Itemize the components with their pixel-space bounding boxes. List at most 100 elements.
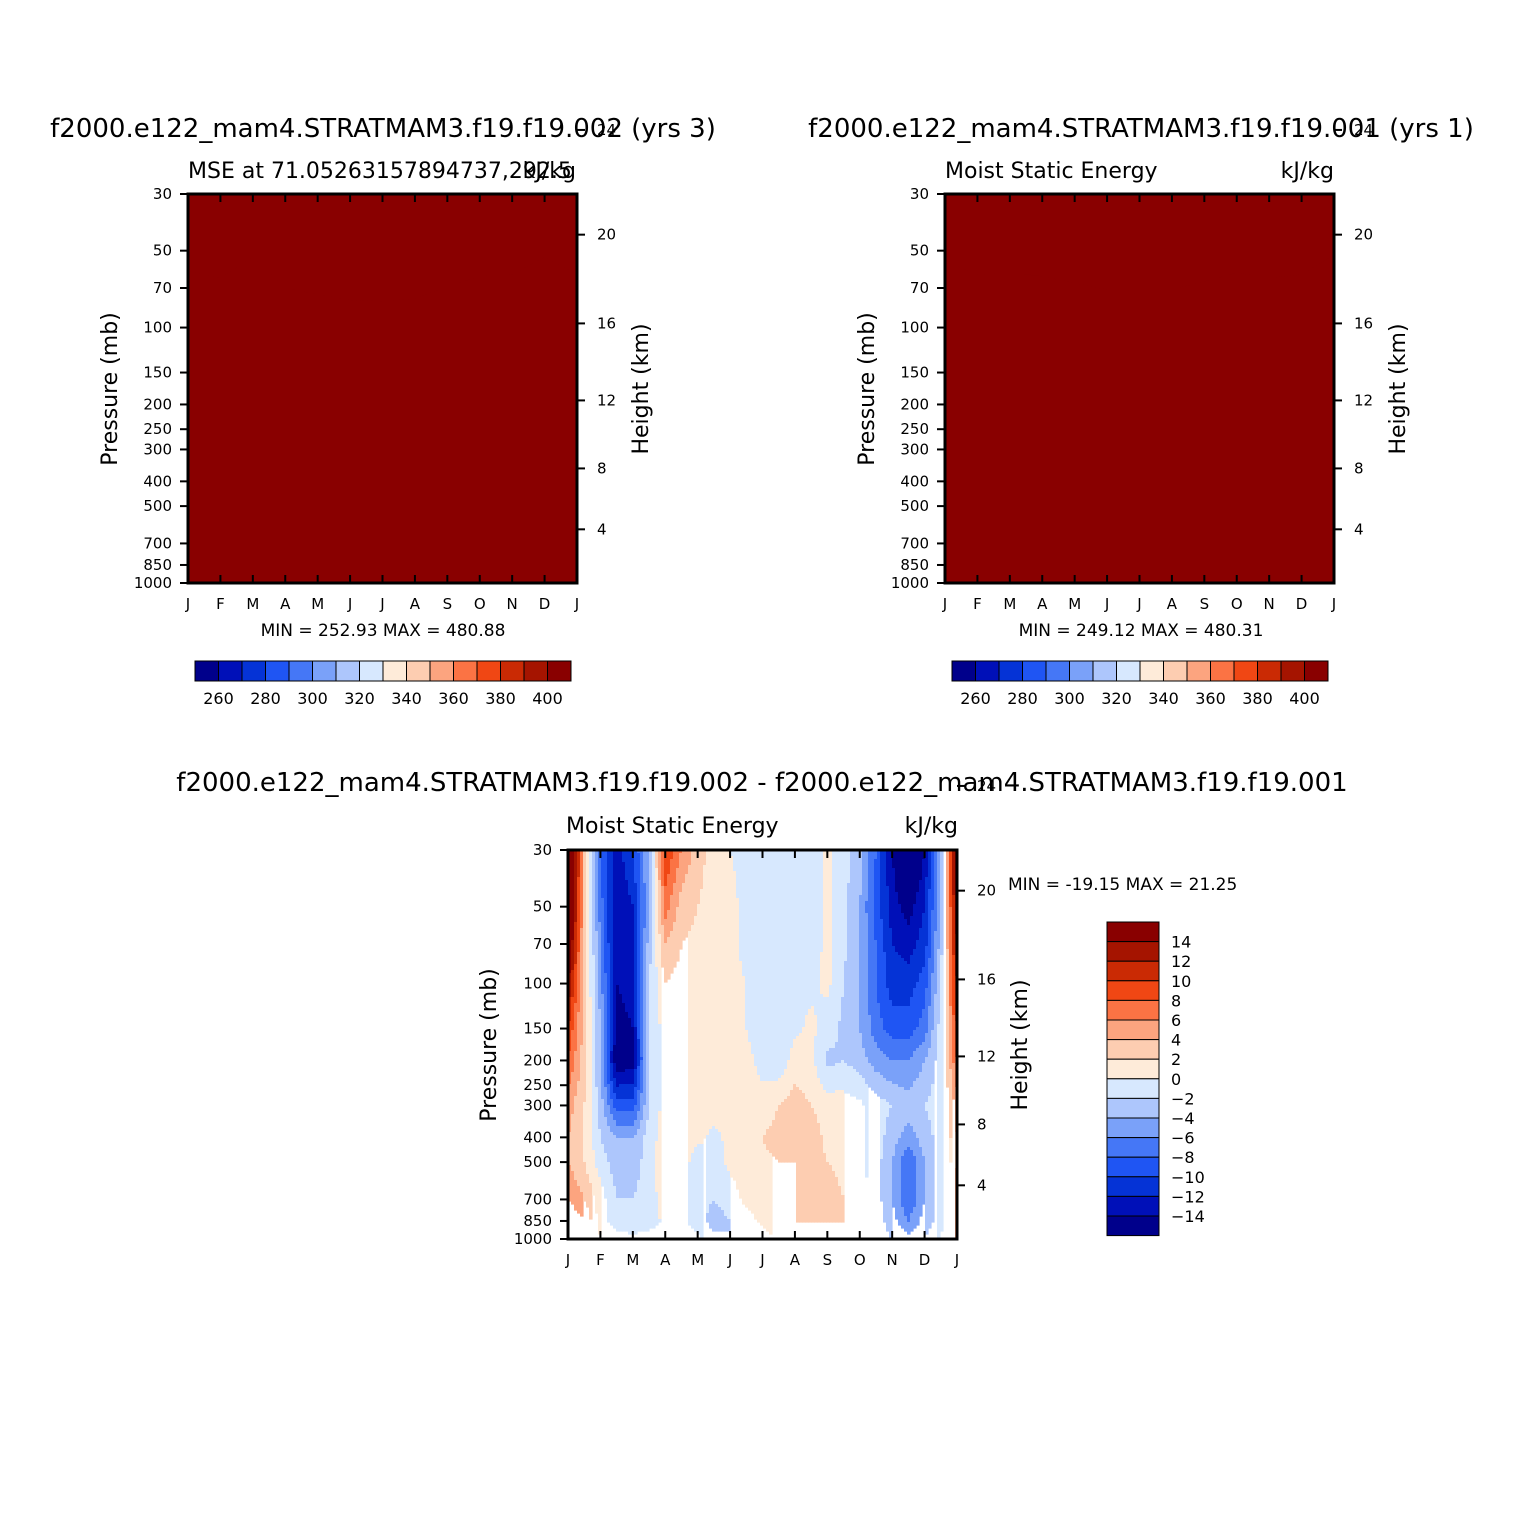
contour-cell	[883, 850, 887, 953]
contour-cell	[898, 955, 902, 1007]
colorbar-label: 280	[1007, 689, 1038, 708]
x-tick-label: M	[1068, 595, 1081, 613]
colorbar-box	[476, 660, 501, 682]
contour-cell	[733, 871, 737, 1181]
contour-cell	[637, 853, 641, 1040]
x-tick-label: N	[1264, 595, 1275, 613]
contour-cell	[916, 1078, 920, 1139]
panel-1-contour-fills	[188, 194, 577, 583]
contour-cell	[634, 883, 638, 1028]
contour-cell	[889, 928, 893, 1001]
contour-cell	[577, 877, 581, 953]
contour-cell	[913, 988, 917, 1031]
contour-cell	[640, 850, 644, 1058]
colorbar-label: 360	[438, 689, 469, 708]
contour-cell	[616, 1138, 620, 1199]
contour-cell	[841, 850, 845, 998]
x-tick-label: M	[1003, 595, 1016, 613]
contour-cell	[913, 850, 917, 905]
colorbar-label: 2	[1171, 1050, 1181, 1069]
contour-cell	[913, 904, 917, 950]
contour-cell	[904, 961, 908, 1007]
contour-cell	[934, 994, 938, 1061]
panel-3-min-max: MIN = -19.15 MAX = 21.25	[1008, 875, 1237, 895]
contour-cell	[922, 859, 926, 914]
contour-cell	[580, 928, 584, 1046]
contour-cell	[919, 880, 923, 929]
colorbar-box	[406, 660, 431, 682]
contour-cell	[850, 850, 854, 1067]
contour-cell	[772, 1120, 776, 1157]
contour-cell	[901, 1156, 905, 1208]
contour-cell	[802, 1027, 806, 1094]
x-tick-label: J	[942, 595, 947, 613]
contour-cell	[628, 1138, 632, 1199]
x-tick-label: J	[954, 1251, 959, 1269]
contour-cell	[832, 1048, 836, 1067]
contour-cell	[625, 1099, 629, 1112]
colorbar-box	[194, 660, 219, 682]
contour-cell	[721, 1141, 725, 1211]
contour-cell	[907, 1222, 911, 1235]
contour-cell	[823, 1090, 827, 1154]
contour-cell	[766, 1129, 770, 1151]
colorbar-label: −12	[1171, 1187, 1205, 1206]
contour-cell	[619, 1111, 623, 1127]
contour-cell	[889, 1108, 893, 1238]
contour-cell	[673, 850, 677, 884]
contour-cell	[898, 904, 902, 956]
y-tick-label: 1000	[514, 1230, 552, 1248]
x-tick-label: N	[507, 595, 518, 613]
contour-cell	[781, 850, 785, 1076]
contour-cell	[931, 1030, 935, 1085]
y-tick-label: 700	[900, 534, 929, 552]
contour-cell	[613, 1078, 617, 1094]
colorbar-label: 400	[1289, 689, 1320, 708]
contour-cell	[790, 850, 794, 1049]
y-tick-label: 150	[900, 364, 929, 382]
contour-cell	[913, 1030, 917, 1052]
contour-cell	[661, 925, 665, 968]
x-tick-label: J	[185, 595, 190, 613]
height-tick-label: 12	[1354, 391, 1373, 409]
x-tick-label: J	[727, 1251, 732, 1269]
contour-cell	[907, 850, 911, 926]
contour-cell	[793, 1039, 797, 1085]
contour-cell	[664, 886, 668, 920]
contour-cell	[655, 1192, 659, 1226]
contour-cell	[904, 850, 908, 920]
contour-cell	[883, 1135, 887, 1223]
contour-cell	[583, 1162, 587, 1202]
contour-cell	[814, 850, 818, 1016]
contour-cell	[931, 1135, 935, 1223]
contour-cell	[952, 1015, 956, 1064]
contour-cell	[613, 1045, 617, 1064]
contour-cell	[601, 1099, 605, 1145]
contour-cell	[826, 850, 830, 998]
contour-cell	[601, 898, 605, 995]
contour-cell	[853, 1069, 857, 1097]
contour-cell	[895, 850, 899, 893]
contour-cell	[757, 1075, 761, 1223]
colorbar-label: −14	[1171, 1207, 1205, 1226]
contour-cell	[901, 1006, 905, 1040]
contour-cell	[865, 1057, 869, 1085]
y-tick-label: 1000	[891, 574, 929, 592]
contour-cell	[631, 850, 635, 905]
contour-cell	[625, 850, 629, 881]
contour-cell	[913, 1207, 917, 1229]
contour-cell	[919, 928, 923, 974]
contour-cell	[949, 850, 953, 908]
contour-cell	[886, 886, 890, 989]
contour-cell	[676, 868, 680, 908]
y-tick-label: 50	[910, 242, 929, 260]
contour-cell	[568, 1132, 572, 1166]
contour-cell	[832, 850, 836, 1049]
colorbar-label: −4	[1171, 1109, 1195, 1128]
contour-cell	[784, 850, 788, 1070]
contour-cell	[901, 850, 905, 914]
contour-cell	[742, 850, 746, 977]
contour-cell	[718, 850, 722, 1133]
contour-cell	[907, 1060, 911, 1091]
contour-cell	[892, 868, 896, 947]
